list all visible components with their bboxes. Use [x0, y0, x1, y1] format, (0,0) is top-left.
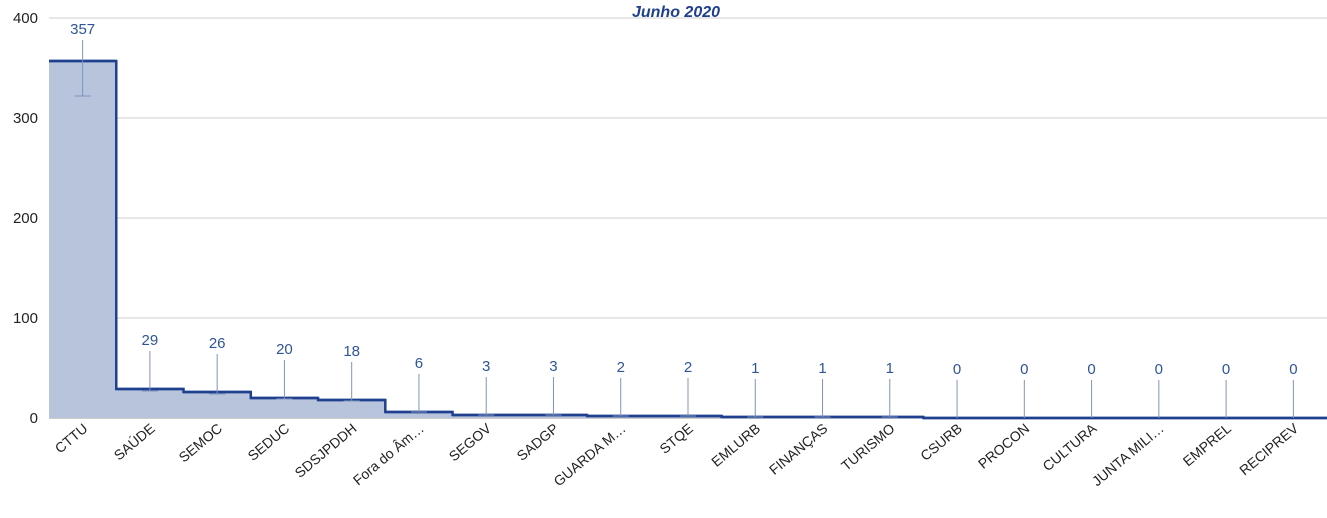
data-label: 1	[886, 360, 894, 377]
x-tick-label: SADGP	[514, 420, 562, 464]
x-tick-label: SAÚDE	[111, 420, 158, 463]
x-tick-label: STQE	[656, 420, 695, 457]
data-label: 1	[818, 360, 826, 377]
x-tick-label: TURISMO	[838, 420, 898, 474]
x-tick-label: CSURB	[917, 420, 965, 464]
data-label: 3	[549, 358, 557, 375]
y-tick-label: 0	[30, 410, 38, 427]
x-tick-label: PROCON	[975, 420, 1032, 472]
data-label: 26	[209, 335, 226, 352]
data-label: 2	[617, 359, 625, 376]
data-label: 29	[142, 332, 159, 349]
data-label: 18	[343, 343, 360, 360]
data-label: 0	[1289, 361, 1297, 378]
error-bars	[74, 40, 1294, 418]
data-label: 3	[482, 358, 490, 375]
data-label: 6	[415, 355, 423, 372]
x-tick-label: SEDUC	[245, 420, 293, 464]
y-tick-label: 200	[13, 210, 38, 227]
y-tick-label: 400	[13, 10, 38, 27]
y-axis: 0 100 200 300 400	[13, 10, 38, 427]
data-label: 0	[953, 361, 961, 378]
x-tick-label: EMPREL	[1180, 420, 1235, 469]
data-label: 0	[1155, 361, 1163, 378]
data-label: 1	[751, 360, 759, 377]
x-tick-label: EMLURB	[708, 420, 763, 470]
data-label: 357	[70, 21, 95, 38]
data-label: 0	[1222, 361, 1230, 378]
data-label: 2	[684, 359, 692, 376]
chart-title: Junho 2020	[632, 4, 720, 21]
x-tick-label: CTTU	[52, 420, 91, 456]
x-tick-label: RECIPREV	[1236, 420, 1302, 479]
x-tick-label: GUARDA M…	[550, 420, 628, 489]
gridlines	[49, 17, 1327, 419]
data-label: 0	[1087, 361, 1095, 378]
x-tick-label: SDSJPDDH	[292, 420, 360, 481]
x-tick-label: FINANÇAS	[766, 420, 831, 478]
x-tick-label: SEMOC	[175, 420, 225, 465]
x-tick-label: CULTURA	[1039, 420, 1100, 475]
data-label: 20	[276, 341, 293, 358]
x-tick-label: SEGOV	[446, 420, 495, 465]
y-tick-label: 300	[13, 110, 38, 127]
x-tick-label: Fora do Âm…	[350, 420, 427, 488]
data-labels: 357 29 26 20 18 6 3 3 2 2 1 1 1 0 0 0 0 0 0	[70, 21, 1297, 378]
y-tick-label: 100	[13, 310, 38, 327]
data-label: 0	[1020, 361, 1028, 378]
x-tick-label: JUNTA MILI…	[1089, 420, 1167, 489]
